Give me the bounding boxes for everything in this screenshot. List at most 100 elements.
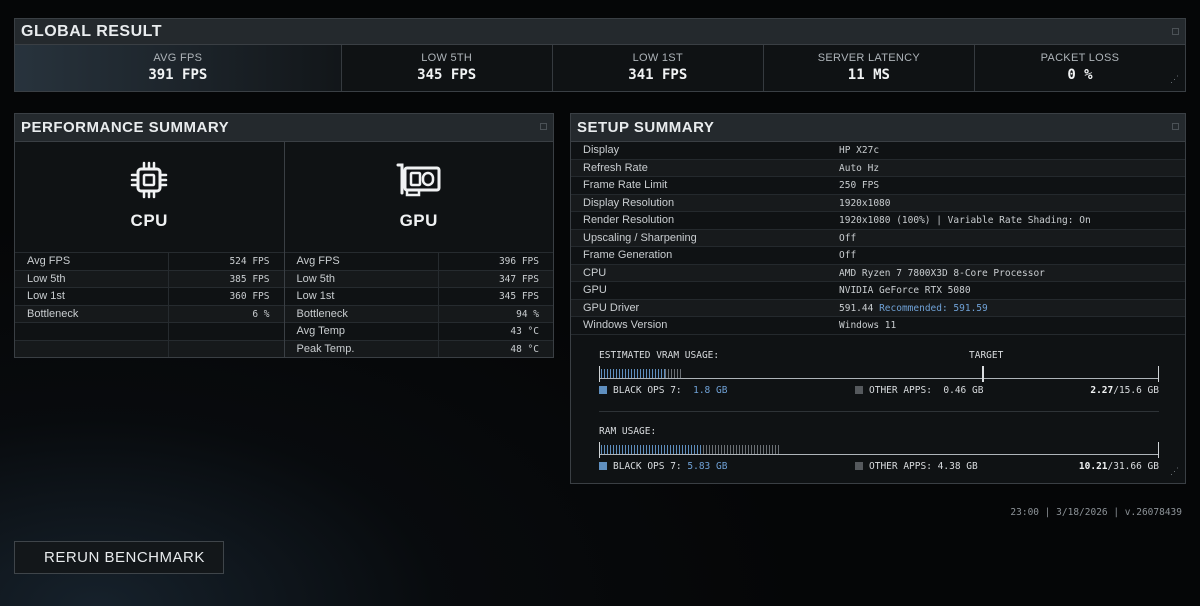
stat-row: Low 5th 347 FPS — [284, 269, 553, 287]
cpu-column: CPU Avg FPS 524 FPS Low 5th 385 FPS Low 1s… — [15, 142, 285, 357]
metric-label: LOW 5TH — [421, 52, 473, 64]
panel-corner-icon — [540, 123, 547, 130]
metric-value: 345 FPS — [417, 67, 477, 83]
setup-value: 591.44 Recommended: 591.59 — [839, 300, 1185, 317]
stat-row: Bottleneck 6 % — [15, 304, 284, 322]
metric-server-latency: SERVER LATENCY 11 MS — [764, 45, 975, 91]
resize-handle-icon[interactable]: ⋰ — [1170, 74, 1179, 84]
target-label: TARGET — [969, 350, 1004, 361]
stat-row — [15, 339, 284, 357]
game-legend-swatch — [599, 462, 607, 470]
stat-key: Low 5th — [285, 270, 439, 287]
metric-label: LOW 1ST — [632, 52, 683, 64]
build-info: 23:00 | 3/18/2026 | v.26078439 — [1010, 507, 1182, 518]
gpu-driver-version: 591.44 — [839, 302, 874, 314]
stat-key: Low 1st — [285, 288, 439, 305]
setup-row: Display HP X27c — [571, 142, 1185, 160]
ram-usage: RAM USAGE: BLACK OPS 7: 5.83 GB OTHER AP… — [599, 426, 1159, 475]
setup-summary-panel: SETUP SUMMARY Display HP X27c Refresh Rat… — [570, 113, 1186, 484]
ram-used: 10.21 — [1078, 461, 1108, 472]
stat-value: 360 FPS — [229, 291, 270, 302]
setup-key: Refresh Rate — [583, 161, 648, 174]
setup-key: Render Resolution — [583, 214, 675, 226]
ram-other-value: 4.38 GB — [937, 461, 978, 472]
global-metrics: AVG FPS 391 FPS LOW 5TH 345 FPS LOW 1ST … — [15, 45, 1185, 91]
metric-value: 11 MS — [847, 67, 890, 83]
setup-row: CPU AMD Ryzen 7 7800X3D 8-Core Processor — [571, 265, 1185, 282]
vram-other-value: 0.46 GB — [943, 385, 984, 396]
gpu-label: GPU — [399, 211, 438, 230]
stat-value: 43 °C — [510, 326, 539, 337]
cpu-label: CPU — [130, 211, 168, 230]
stat-row: Avg FPS 396 FPS — [284, 252, 553, 270]
stat-value: 6 % — [252, 308, 270, 320]
stat-key — [15, 323, 169, 340]
setup-table: Display HP X27c Refresh Rate Auto Hz Frame… — [571, 142, 1185, 335]
ram-game-fill — [601, 445, 703, 454]
stat-row: Low 1st 360 FPS — [15, 287, 284, 305]
vram-other-fill — [665, 369, 682, 378]
rerun-benchmark-button[interactable]: RERUN BENCHMARK — [14, 541, 224, 574]
metric-low-1st: LOW 1ST 341 FPS — [553, 45, 764, 91]
setup-key: Windows Version — [583, 319, 668, 331]
usage-divider — [599, 411, 1159, 412]
cpu-icon — [131, 161, 168, 199]
metric-label: AVG FPS — [153, 52, 203, 64]
stat-row: Low 5th 385 FPS — [15, 269, 284, 287]
setup-value: AMD Ryzen 7 7800X3D 8-Core Processor — [839, 267, 1045, 279]
other-legend-swatch — [855, 462, 863, 470]
vram-usage: ESTIMATED VRAM USAGE: TARGET BLACK OPS 7… — [599, 350, 1159, 399]
setup-key: Upscaling / Sharpening — [583, 231, 697, 244]
stat-value: 345 FPS — [498, 291, 539, 302]
ram-game-value: 5.83 GB — [687, 461, 728, 472]
stat-row: Avg FPS 524 FPS — [15, 252, 284, 270]
vram-target-marker — [982, 366, 984, 382]
stat-value: 385 FPS — [229, 273, 270, 285]
stat-key: Bottleneck — [15, 305, 169, 322]
game-legend-swatch — [599, 386, 607, 394]
metric-value: 0 % — [1067, 67, 1093, 83]
setup-value: HP X27c — [839, 145, 880, 156]
vram-game-label: BLACK OPS 7: — [613, 385, 682, 396]
gpu-icon — [396, 163, 441, 197]
setup-row: Upscaling / Sharpening Off — [571, 230, 1185, 247]
resize-handle-icon[interactable]: ⋰ — [1170, 466, 1179, 476]
setup-value: Off — [839, 232, 857, 244]
stat-key: Avg FPS — [15, 253, 169, 270]
ram-usage-bar — [599, 442, 1159, 458]
stat-key: Low 1st — [15, 288, 169, 305]
setup-value: 1920x1080 — [839, 197, 891, 209]
setup-key: Display — [583, 144, 620, 156]
stat-value: 524 FPS — [229, 256, 270, 267]
ram-usage-label: RAM USAGE: — [599, 426, 657, 437]
stat-key: Avg FPS — [285, 253, 439, 270]
setup-summary-title: SETUP SUMMARY — [571, 114, 1185, 142]
metric-label: PACKET LOSS — [1040, 52, 1120, 64]
ram-other-fill — [703, 445, 780, 454]
stat-value: 396 FPS — [498, 256, 539, 267]
stat-key — [15, 340, 169, 357]
metric-value: 391 FPS — [148, 67, 208, 83]
vram-other-label: OTHER APPS: — [869, 385, 932, 396]
stat-value — [169, 323, 284, 340]
stat-row — [15, 322, 284, 340]
stat-key: Avg Temp — [285, 323, 439, 340]
ram-total: /31.66 GB — [1107, 461, 1159, 472]
setup-value: NVIDIA GeForce RTX 5080 — [839, 285, 971, 296]
stat-key: Bottleneck — [285, 305, 439, 322]
setup-row: GPU Driver 591.44 Recommended: 591.59 — [571, 300, 1185, 317]
setup-key: Frame Rate Limit — [583, 179, 668, 191]
stat-key: Peak Temp. — [285, 340, 439, 357]
ram-game-label: BLACK OPS 7: — [613, 461, 682, 472]
setup-value: 1920x1080 (100%) | Variable Rate Shading… — [839, 215, 1091, 226]
setup-key: Display Resolution — [583, 196, 675, 209]
performance-summary-title: PERFORMANCE SUMMARY — [15, 114, 553, 142]
setup-value: Off — [839, 250, 857, 261]
stat-row: Avg Temp 43 °C — [284, 322, 553, 340]
metric-avg-fps: AVG FPS 391 FPS — [15, 45, 342, 91]
setup-row: Render Resolution 1920x1080 (100%) | Vari… — [571, 212, 1185, 230]
recommended-driver: Recommended: 591.59 — [879, 302, 988, 314]
performance-summary-panel: PERFORMANCE SUMMARY CPU Avg FPS 524 FPS L… — [14, 113, 554, 358]
setup-key: GPU — [583, 284, 607, 296]
stat-value: 347 FPS — [498, 273, 539, 285]
